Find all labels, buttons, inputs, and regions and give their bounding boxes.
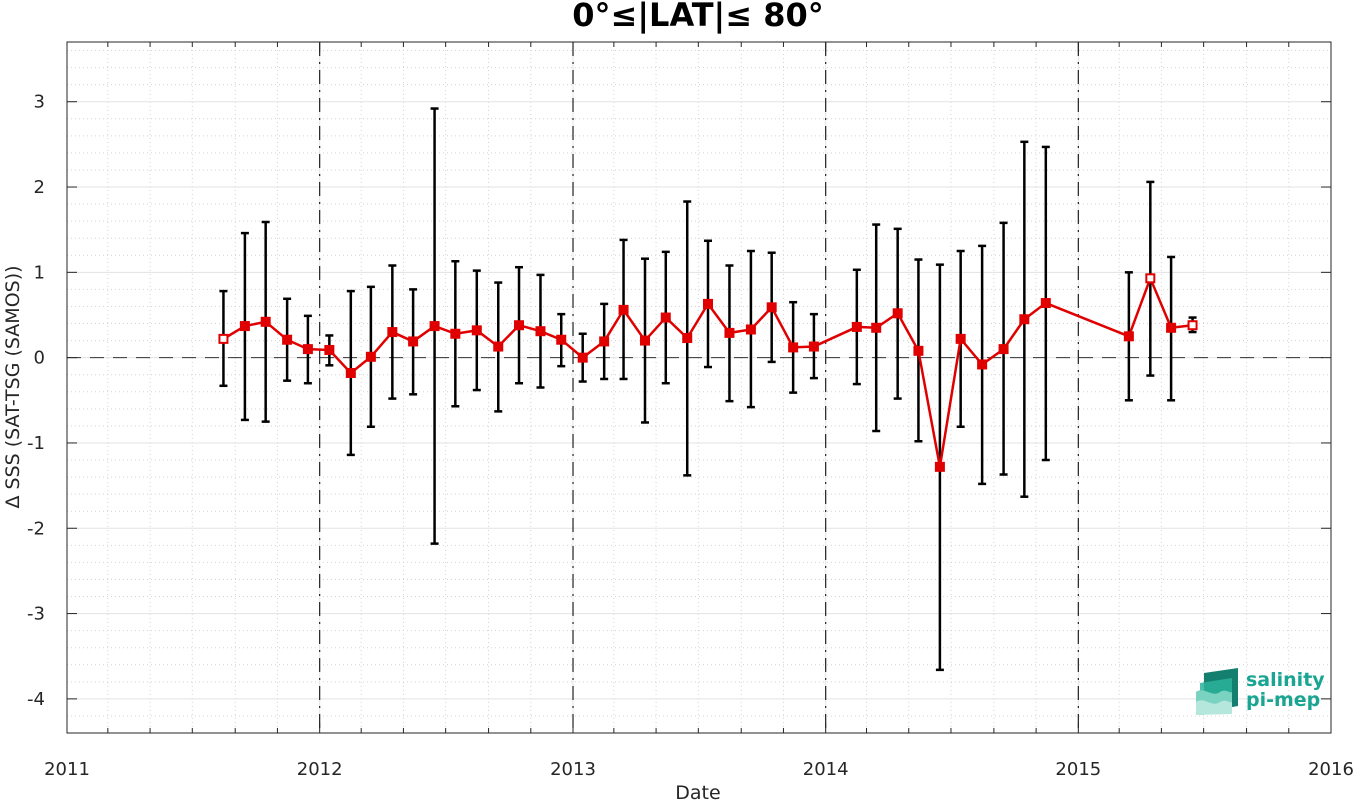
year-separators xyxy=(319,42,1079,733)
data-point-marker xyxy=(408,336,419,347)
data-point-marker xyxy=(1166,322,1177,333)
data-point-marker xyxy=(955,333,966,344)
axis-ticks xyxy=(66,42,1332,733)
data-point-marker xyxy=(282,334,293,345)
data-point-marker xyxy=(302,344,313,355)
salinity-pi-mep-logo: salinity pi-mep xyxy=(1196,668,1325,715)
y-tick-labels: -4 -3 -2 -1 0 1 2 3 xyxy=(27,92,45,710)
data-point-marker xyxy=(766,302,777,313)
data-point-marker xyxy=(556,334,567,345)
data-point-marker xyxy=(640,335,651,346)
x-tick-label: 2012 xyxy=(297,759,343,780)
data-point-marker xyxy=(1040,298,1051,309)
data-point-marker xyxy=(535,326,546,337)
data-point-marker xyxy=(745,324,756,335)
salinity-waves-icon xyxy=(1196,668,1238,715)
logo-text-line2: pi-mep xyxy=(1246,689,1320,711)
x-tick-label: 2016 xyxy=(1308,759,1354,780)
data-point-marker xyxy=(998,344,1009,355)
y-tick-label: 2 xyxy=(34,177,45,198)
data-point-marker xyxy=(471,325,482,336)
y-tick-label: -4 xyxy=(27,689,45,710)
data-point-marker xyxy=(514,320,525,331)
data-point-marker xyxy=(934,461,945,472)
data-point-marker xyxy=(1187,320,1198,331)
data-point-marker xyxy=(618,304,629,315)
x-axis-label: Date xyxy=(675,782,720,801)
y-tick-label: 3 xyxy=(34,92,45,113)
data-point-marker xyxy=(1145,273,1156,284)
x-tick-label: 2013 xyxy=(550,759,596,780)
data-point-marker xyxy=(871,322,882,333)
data-point-marker xyxy=(239,321,250,332)
logo-text-line1: salinity xyxy=(1246,669,1325,691)
chart-title: 0°≤|LAT|≤ 80° xyxy=(572,0,823,35)
y-axis-label: Δ SSS (SAT-TSG (SAMOS)) xyxy=(2,265,24,508)
data-point-marker xyxy=(577,352,588,363)
y-tick-label: 0 xyxy=(34,348,45,369)
data-point-marker xyxy=(218,333,229,344)
grid xyxy=(66,42,1332,734)
data-point-marker xyxy=(682,333,693,344)
data-point-marker xyxy=(702,298,713,309)
data-point-marker xyxy=(387,327,398,338)
x-tick-label: 2011 xyxy=(44,759,90,780)
x-tick-label: 2015 xyxy=(1055,759,1101,780)
data-markers xyxy=(218,273,1198,472)
data-point-marker xyxy=(260,316,271,327)
data-point-marker xyxy=(913,345,924,356)
data-point-marker xyxy=(851,321,862,332)
data-point-marker xyxy=(808,341,819,352)
y-tick-label: -1 xyxy=(27,433,45,454)
data-point-marker xyxy=(429,321,440,332)
data-point-marker xyxy=(345,367,356,378)
data-point-marker xyxy=(788,342,799,353)
plot-frame xyxy=(66,41,1332,734)
y-tick-label: -2 xyxy=(27,518,45,539)
data-point-marker xyxy=(1019,314,1030,325)
data-point-marker xyxy=(892,308,903,319)
data-point-marker xyxy=(365,351,376,362)
data-point-marker xyxy=(1123,331,1134,342)
y-tick-label: 1 xyxy=(34,262,45,283)
data-point-marker xyxy=(493,341,504,352)
data-point-marker xyxy=(324,344,335,355)
x-tick-label: 2014 xyxy=(803,759,849,780)
data-point-marker xyxy=(660,312,671,323)
data-point-marker xyxy=(977,359,988,370)
data-point-marker xyxy=(599,336,610,347)
data-point-marker xyxy=(724,327,735,338)
y-tick-label: -3 xyxy=(27,604,45,625)
data-point-marker xyxy=(450,328,461,339)
x-tick-labels: 2011 2012 2013 2014 2015 2016 xyxy=(44,759,1354,780)
